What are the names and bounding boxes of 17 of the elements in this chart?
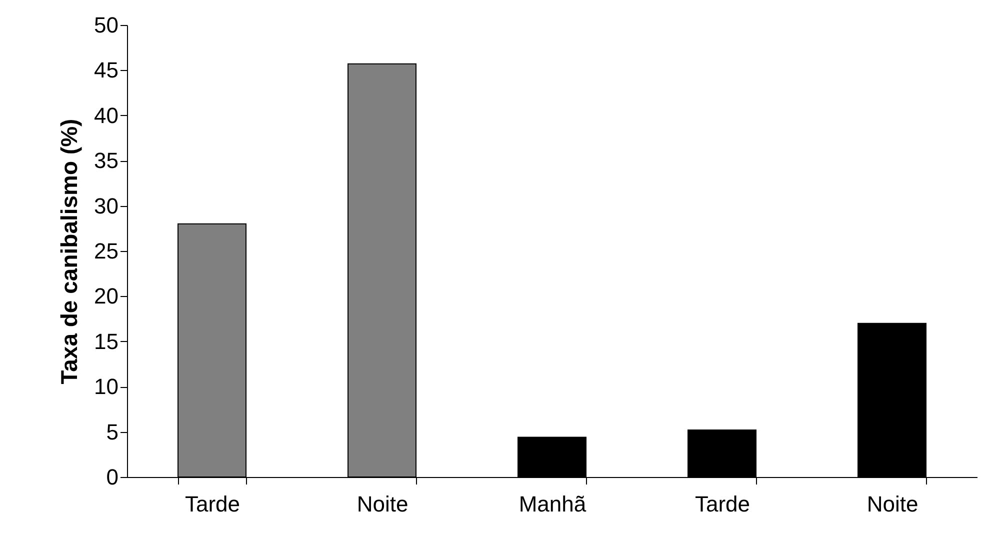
y-tick-label: 5 xyxy=(106,419,118,444)
y-tick-label: 10 xyxy=(94,374,118,400)
y-tick-label: 20 xyxy=(94,284,118,309)
x-tick-label: Tarde xyxy=(184,492,240,516)
y-tick-label: 35 xyxy=(94,148,118,174)
x-tick-label: Noite xyxy=(866,492,918,516)
y-tick-label: 50 xyxy=(94,12,118,38)
x-tick-label: Manhã xyxy=(518,492,587,516)
y-tick-label: 25 xyxy=(94,238,118,264)
x-tick-label: Tarde xyxy=(694,492,750,516)
x-tick-label: Noite xyxy=(356,492,408,516)
y-tick-label: 0 xyxy=(106,464,118,490)
y-tick-label: 40 xyxy=(94,102,118,128)
y-tick-label: 45 xyxy=(94,58,118,83)
y-tick-label: 15 xyxy=(94,328,118,354)
y-tick-label: 30 xyxy=(94,193,118,218)
y-axis-title: Taxa de canibalismo (%) xyxy=(56,118,82,384)
